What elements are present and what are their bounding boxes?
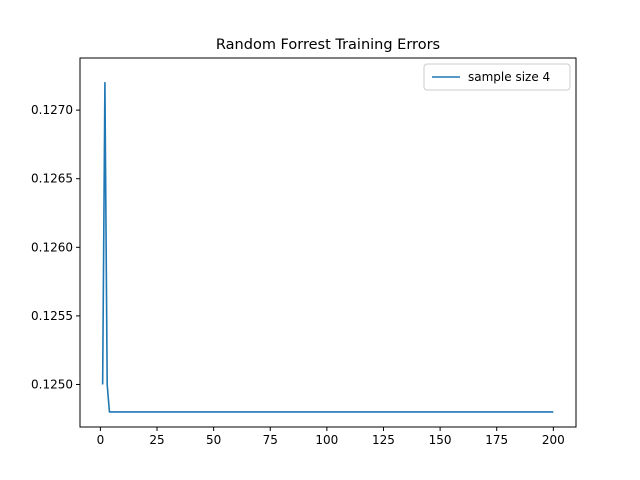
y-tick-label: 0.1250 [31,377,73,391]
plot-frame [79,57,577,428]
series-line-0 [101,81,554,413]
y-tick-label: 0.1260 [31,240,73,254]
x-tick-label: 50 [206,433,221,447]
x-tick-label: 150 [429,433,452,447]
chart-title: Random Forrest Training Errors [216,37,440,53]
legend-box [423,63,571,91]
x-tick-label: 125 [372,433,395,447]
x-tick-label: 100 [315,433,338,447]
legend-label: sample size 4 [468,70,550,84]
x-axis: 0 25 50 75 100 125 150 175 200 [97,427,565,447]
y-axis: 0.1250 0.1255 0.1260 0.1265 0.1270 [31,103,80,391]
series-layer [101,81,554,413]
legend: sample size 4 [423,63,571,91]
x-tick-label: 200 [542,433,565,447]
y-tick-label: 0.1270 [31,103,73,117]
y-tick-label: 0.1265 [31,172,73,186]
x-tick-label: 25 [149,433,164,447]
y-tick-label: 0.1255 [31,309,73,323]
x-tick-label: 0 [97,433,105,447]
x-tick-label: 75 [263,433,278,447]
x-tick-label: 175 [485,433,508,447]
